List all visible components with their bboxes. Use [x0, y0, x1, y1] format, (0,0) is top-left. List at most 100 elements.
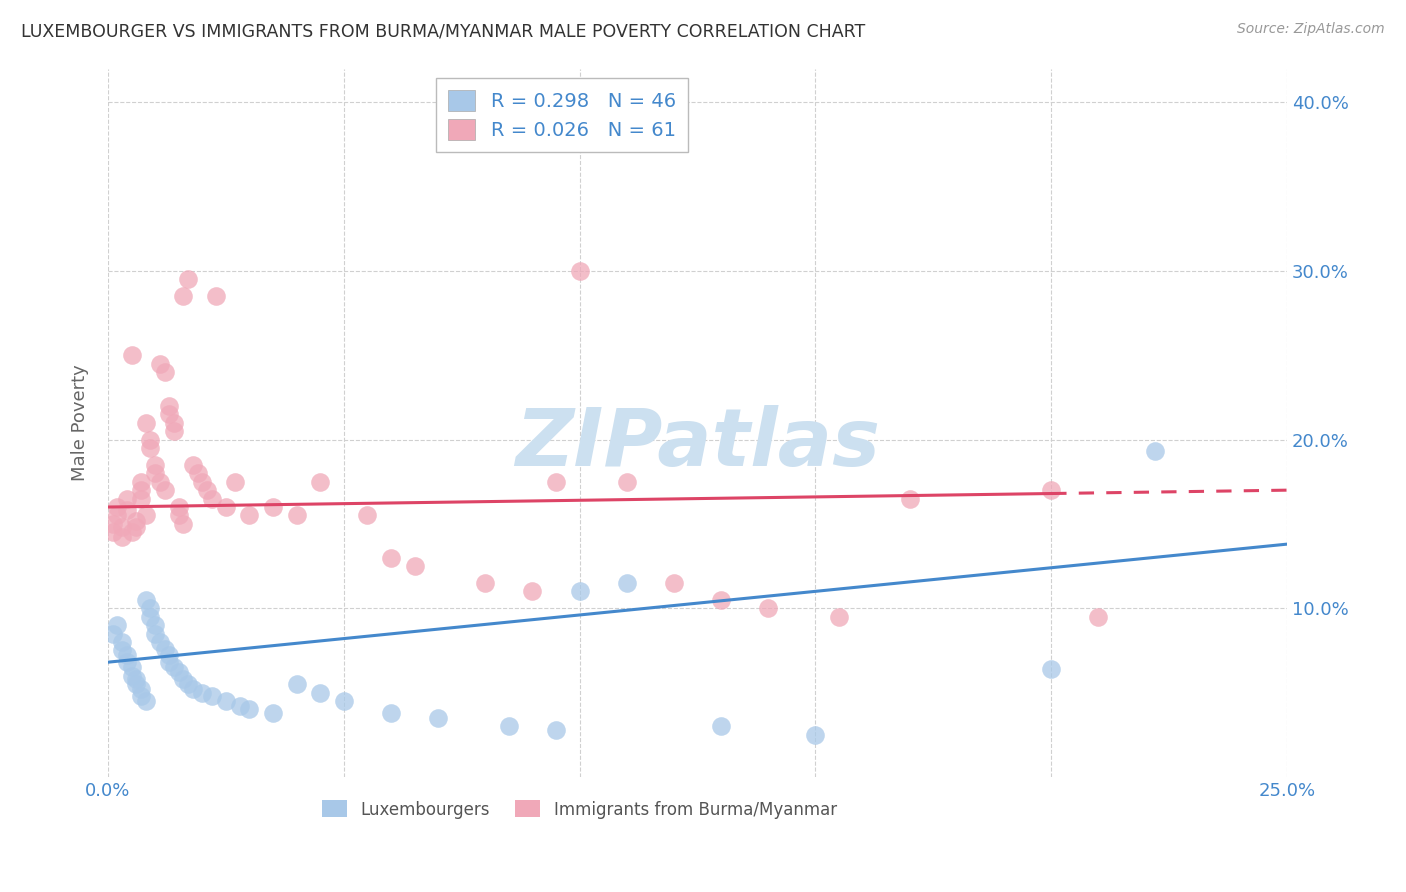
Point — [157, 407, 180, 421]
Point — [129, 483, 152, 498]
Point — [107, 618, 129, 632]
Text: Source: ZipAtlas.com: Source: ZipAtlas.com — [1237, 22, 1385, 37]
Point — [115, 655, 138, 669]
Point — [143, 618, 166, 632]
Point — [238, 508, 260, 523]
Point — [163, 424, 186, 438]
Point — [522, 584, 544, 599]
Point — [167, 665, 190, 680]
Point — [201, 689, 224, 703]
Point — [139, 609, 162, 624]
Point — [135, 416, 157, 430]
Point — [172, 516, 194, 531]
Point — [143, 626, 166, 640]
Point — [229, 699, 252, 714]
Point — [139, 601, 162, 615]
Point — [309, 475, 332, 489]
Point — [544, 723, 567, 737]
Point — [1040, 483, 1063, 498]
Point — [224, 475, 246, 489]
Point — [285, 677, 308, 691]
Point — [125, 514, 148, 528]
Point — [177, 677, 200, 691]
Point — [153, 641, 176, 656]
Point — [215, 694, 238, 708]
Point — [125, 677, 148, 691]
Point — [710, 719, 733, 733]
Text: ZIPatlas: ZIPatlas — [515, 405, 880, 483]
Point — [177, 272, 200, 286]
Point — [157, 648, 180, 663]
Point — [333, 694, 356, 708]
Point — [125, 520, 148, 534]
Point — [568, 264, 591, 278]
Point — [616, 575, 638, 590]
Point — [544, 475, 567, 489]
Point — [474, 575, 496, 590]
Point — [101, 525, 124, 540]
Point — [191, 475, 214, 489]
Point — [191, 685, 214, 699]
Point — [139, 441, 162, 455]
Point — [205, 289, 228, 303]
Point — [568, 584, 591, 599]
Point — [262, 706, 284, 720]
Point — [111, 530, 134, 544]
Point — [756, 601, 779, 615]
Point — [139, 433, 162, 447]
Point — [181, 682, 204, 697]
Point — [804, 728, 827, 742]
Point — [115, 648, 138, 663]
Point — [157, 655, 180, 669]
Point — [115, 503, 138, 517]
Point — [187, 467, 209, 481]
Point — [121, 668, 143, 682]
Point — [1087, 609, 1109, 624]
Point — [111, 520, 134, 534]
Point — [129, 491, 152, 506]
Point — [172, 289, 194, 303]
Point — [129, 682, 152, 697]
Point — [380, 550, 402, 565]
Point — [1143, 444, 1166, 458]
Point — [662, 575, 685, 590]
Point — [195, 483, 218, 498]
Point — [153, 483, 176, 498]
Point — [115, 491, 138, 506]
Point — [828, 609, 851, 624]
Point — [710, 592, 733, 607]
Point — [404, 559, 426, 574]
Point — [238, 702, 260, 716]
Point — [135, 508, 157, 523]
Point — [285, 508, 308, 523]
Point — [111, 643, 134, 657]
Point — [149, 635, 172, 649]
Point — [215, 500, 238, 514]
Point — [167, 508, 190, 523]
Y-axis label: Male Poverty: Male Poverty — [72, 364, 89, 481]
Point — [172, 672, 194, 686]
Point — [163, 660, 186, 674]
Point — [898, 491, 921, 506]
Point — [125, 672, 148, 686]
Point — [380, 706, 402, 720]
Point — [616, 475, 638, 489]
Point — [262, 500, 284, 514]
Point — [121, 525, 143, 540]
Point — [157, 399, 180, 413]
Point — [107, 508, 129, 523]
Point — [101, 516, 124, 531]
Point — [149, 475, 172, 489]
Point — [167, 500, 190, 514]
Point — [121, 660, 143, 674]
Point — [121, 348, 143, 362]
Point — [143, 467, 166, 481]
Legend: Luxembourgers, Immigrants from Burma/Myanmar: Luxembourgers, Immigrants from Burma/Mya… — [316, 794, 844, 825]
Point — [135, 694, 157, 708]
Point — [309, 685, 332, 699]
Point — [107, 500, 129, 514]
Point — [135, 592, 157, 607]
Point — [356, 508, 378, 523]
Point — [149, 357, 172, 371]
Point — [129, 689, 152, 703]
